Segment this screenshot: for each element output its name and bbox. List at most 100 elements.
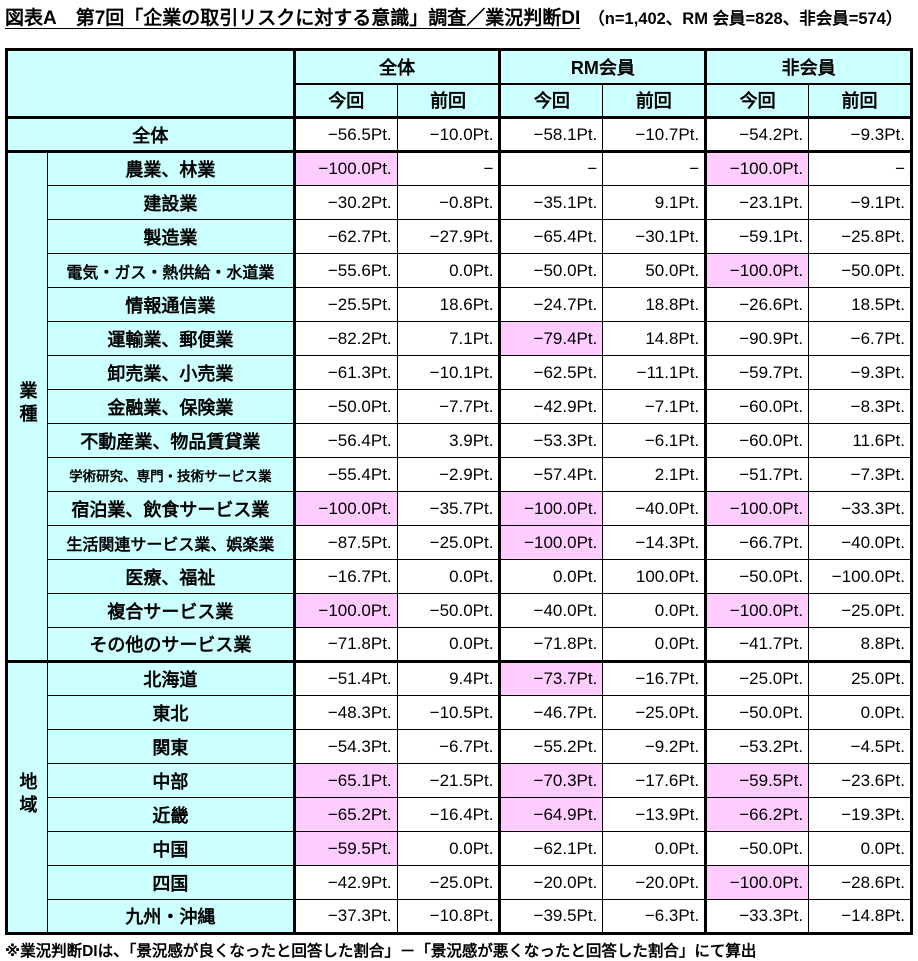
data-cell: 0.0Pt. xyxy=(602,627,707,662)
data-cell: −82.2Pt. xyxy=(292,321,398,356)
data-cell: −10.5Pt. xyxy=(396,695,501,730)
page-title: 図表А 第7回「企業の取引リスクに対する意識」調査／業況判断DI （n=1,402… xyxy=(5,7,913,32)
data-cell: −20.0Pt. xyxy=(498,865,604,900)
data-cell: −25.0Pt. xyxy=(396,865,501,900)
data-cell: −50.0Pt. xyxy=(396,593,501,628)
subcol-all-previous: 前回 xyxy=(396,82,501,118)
data-cell: −58.1Pt. xyxy=(498,116,604,152)
data-cell: −24.7Pt. xyxy=(498,287,604,322)
data-cell: −51.7Pt. xyxy=(704,457,810,492)
table-row: 関東 −54.3Pt. −6.7Pt. −55.2Pt. −9.2Pt. −53.2Pt.… xyxy=(7,729,912,764)
table-row: 情報通信業 −25.5Pt. 18.6Pt. −24.7Pt. 18.8Pt. −26.6… xyxy=(7,287,912,322)
data-cell: −100.0Pt. xyxy=(704,865,810,900)
data-cell: −50.0Pt. xyxy=(704,559,810,594)
data-cell: −19.3Pt. xyxy=(808,797,912,832)
data-cell: −66.7Pt. xyxy=(704,525,810,560)
table-row: 東北 −48.3Pt. −10.5Pt. −46.7Pt. −25.0Pt. −50.0P… xyxy=(7,695,912,730)
data-cell: −9.3Pt. xyxy=(808,116,912,152)
data-cell: −16.7Pt. xyxy=(602,660,707,696)
data-cell: −64.9Pt. xyxy=(498,797,604,832)
data-cell: −9.2Pt. xyxy=(602,729,707,764)
data-cell: 9.4Pt. xyxy=(396,660,501,696)
data-cell: −100.0Pt. xyxy=(704,253,810,288)
data-cell: −56.4Pt. xyxy=(292,423,398,458)
footnote: ※業況判断DIは、「景況感が良くなったと回答した割合」－「景況感が悪くなったと回… xyxy=(5,943,757,960)
table-row: その他のサービス業 −71.8Pt. 0.0Pt. −71.8Pt. 0.0Pt. −41… xyxy=(7,627,912,662)
data-cell: 11.6Pt. xyxy=(808,423,912,458)
data-cell: −8.3Pt. xyxy=(808,389,912,424)
data-cell: 0.0Pt. xyxy=(396,627,501,662)
table-row: 中部 −65.1Pt. −21.5Pt. −70.3Pt. −17.6Pt. −59.5P… xyxy=(7,763,912,798)
table-row: 金融業、保険業 −50.0Pt. −7.7Pt. −42.9Pt. −7.1Pt. −60… xyxy=(7,389,912,424)
data-cell: 0.0Pt. xyxy=(602,831,707,866)
data-cell: 0.0Pt. xyxy=(396,831,501,866)
table-row: 卸売業、小売業 −61.3Pt. −10.1Pt. −62.5Pt. −11.1Pt. −… xyxy=(7,355,912,390)
table-row: 製造業 −62.7Pt. −27.9Pt. −65.4Pt. −30.1Pt. −59.1… xyxy=(7,219,912,254)
data-cell: −79.4Pt. xyxy=(498,321,604,356)
data-cell: −10.8Pt. xyxy=(396,899,501,934)
header-row-sub: 今回 前回 今回 前回 今回 前回 xyxy=(7,82,912,118)
data-cell: −73.7Pt. xyxy=(498,660,604,696)
data-cell: −66.2Pt. xyxy=(704,797,810,832)
table-body: 全体 −56.5Pt. −10.0Pt. −58.1Pt. −10.7Pt. −54.2P… xyxy=(6,116,912,934)
data-cell: −25.8Pt. xyxy=(808,219,912,254)
di-table: 全体 RM会員 非会員 今回 前回 今回 前回 今回 前回 全体 −56.5Pt.… xyxy=(5,48,913,935)
data-cell: − xyxy=(396,150,501,186)
row-label: 東北 xyxy=(46,695,295,730)
data-cell: 18.6Pt. xyxy=(396,287,501,322)
data-cell: −9.1Pt. xyxy=(808,185,912,220)
data-cell: −30.2Pt. xyxy=(292,185,398,220)
data-cell: −100.0Pt. xyxy=(704,150,810,186)
data-cell: 0.0Pt. xyxy=(602,593,707,628)
data-cell: −41.7Pt. xyxy=(704,627,810,662)
data-cell: 3.9Pt. xyxy=(396,423,501,458)
data-cell: −100.0Pt. xyxy=(498,525,604,560)
data-cell: −100.0Pt. xyxy=(808,559,912,594)
data-cell: −50.0Pt. xyxy=(808,253,912,288)
data-cell: 0.0Pt. xyxy=(396,253,501,288)
section-label-industry: 業種 xyxy=(6,150,48,662)
row-label: 運輸業、郵便業 xyxy=(46,321,295,356)
row-label: 九州・沖縄 xyxy=(46,899,295,934)
data-cell: −2.9Pt. xyxy=(396,457,501,492)
subcol-non-previous: 前回 xyxy=(808,82,912,118)
data-cell: −17.6Pt. xyxy=(602,763,707,798)
data-cell: −7.3Pt. xyxy=(808,457,912,492)
data-cell: −62.7Pt. xyxy=(292,219,398,254)
data-cell: −90.9Pt. xyxy=(704,321,810,356)
col-group-all: 全体 xyxy=(292,49,501,84)
col-group-rm-member: RM会員 xyxy=(498,49,707,84)
row-label: 宿泊業、飲食サービス業 xyxy=(46,491,295,526)
row-label: 生活関連サービス業、娯楽業 xyxy=(46,525,295,560)
row-label: 製造業 xyxy=(46,219,295,254)
data-cell: −53.3Pt. xyxy=(498,423,604,458)
data-cell: −50.0Pt. xyxy=(292,389,398,424)
data-cell: 0.0Pt. xyxy=(396,559,501,594)
data-cell: −61.3Pt. xyxy=(292,355,398,390)
data-cell: −33.3Pt. xyxy=(704,899,810,934)
data-cell: −60.0Pt. xyxy=(704,389,810,424)
data-cell: −13.9Pt. xyxy=(602,797,707,832)
data-cell: −39.5Pt. xyxy=(498,899,604,934)
table-row: 全体 −56.5Pt. −10.0Pt. −58.1Pt. −10.7Pt. −54.2P… xyxy=(6,116,912,152)
data-cell: −48.3Pt. xyxy=(292,695,398,730)
data-cell: −40.0Pt. xyxy=(808,525,912,560)
section-label-text: 業種 xyxy=(17,381,38,427)
data-cell: −6.1Pt. xyxy=(602,423,707,458)
data-cell: −10.7Pt. xyxy=(602,116,707,152)
row-label: 全体 xyxy=(6,116,295,152)
data-cell: 0.0Pt. xyxy=(808,831,912,866)
row-label: 関東 xyxy=(46,729,295,764)
table-row: 複合サービス業 −100.0Pt. −50.0Pt. −40.0Pt. 0.0Pt. −1… xyxy=(7,593,912,628)
data-cell: −6.7Pt. xyxy=(808,321,912,356)
table-row: 学術研究、専門・技術サービス業 −55.4Pt. −2.9Pt. −57.4Pt. 2.… xyxy=(7,457,912,492)
data-cell: 7.1Pt. xyxy=(396,321,501,356)
page-title-note: （n=1,402、RM 会員=828、非会員=574） xyxy=(588,10,903,28)
data-cell: −23.6Pt. xyxy=(808,763,912,798)
data-cell: −50.0Pt. xyxy=(704,831,810,866)
data-cell: −54.3Pt. xyxy=(292,729,398,764)
data-cell: −87.5Pt. xyxy=(292,525,398,560)
data-cell: −59.7Pt. xyxy=(704,355,810,390)
data-cell: −100.0Pt. xyxy=(704,593,810,628)
row-label: 中国 xyxy=(46,831,295,866)
